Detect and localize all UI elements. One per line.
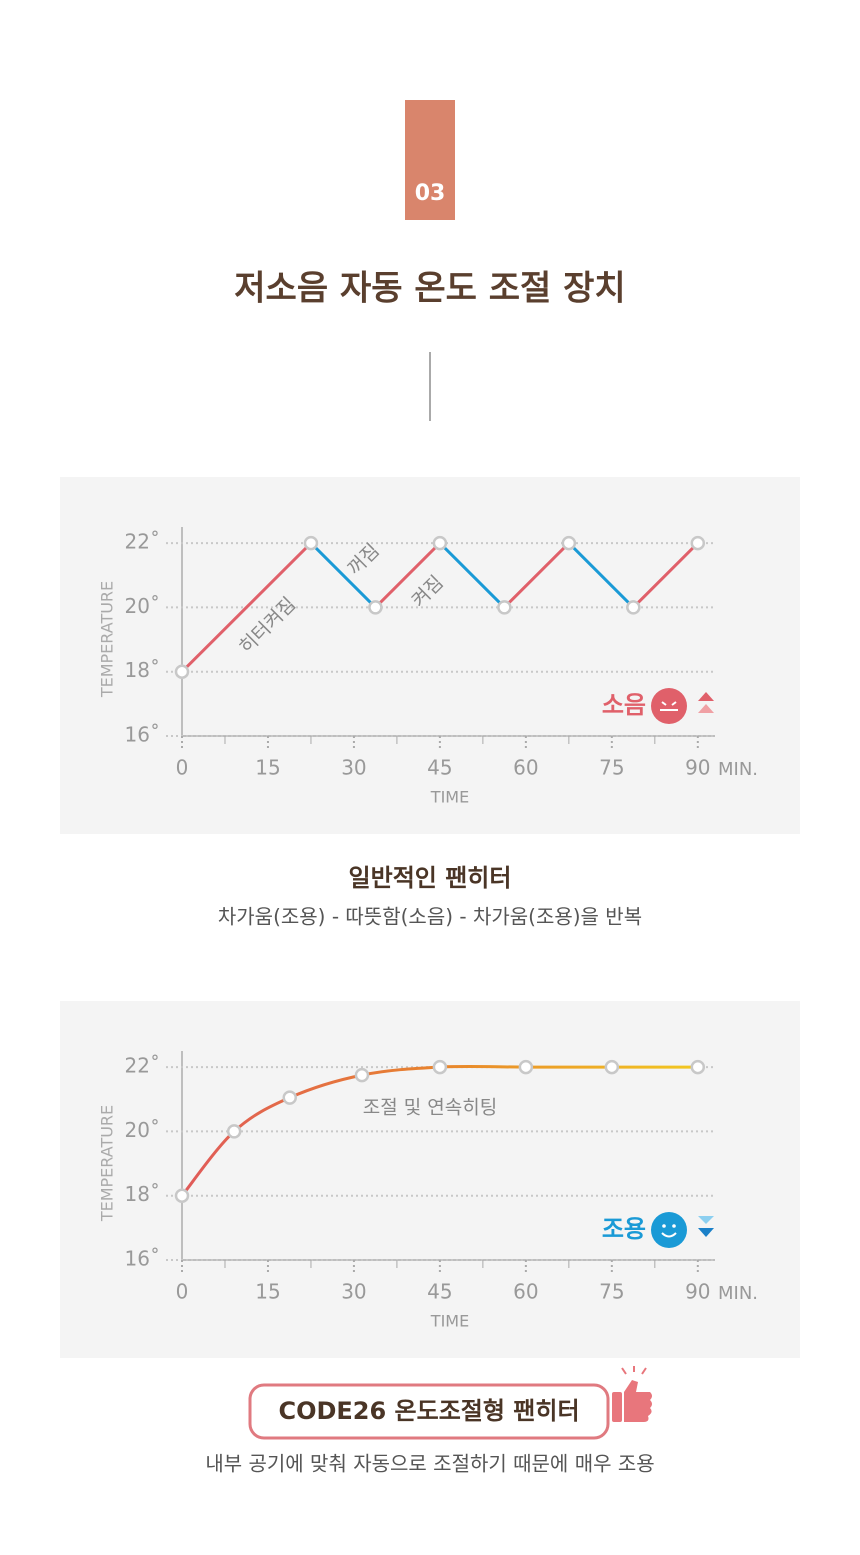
badge [405, 100, 455, 220]
data-point [497, 600, 512, 615]
data-point [282, 1090, 297, 1105]
data-point [174, 664, 190, 679]
x-tick-label: 75 [599, 756, 624, 780]
line-segment [374, 542, 441, 609]
x-tick-label: 30 [341, 756, 366, 780]
status-arrow [698, 1216, 714, 1224]
y-tick-label: 20˚ [125, 594, 160, 618]
line-segment [503, 542, 570, 609]
line-segment [632, 542, 699, 609]
y-axis-label: TEMPERATURE [98, 1105, 117, 1222]
y-tick-label: 18˚ [125, 1182, 160, 1206]
x-unit: MIN. [718, 1283, 758, 1304]
chart-caption: 일반적인 팬히터 [349, 864, 512, 892]
status-face-mouth [661, 1232, 677, 1238]
data-point [690, 535, 706, 551]
y-tick-label: 16˚ [125, 1247, 160, 1271]
page-title: 저소음 자동 온도 조절 장치 [234, 269, 625, 309]
status-face-mouth [660, 701, 678, 711]
x-tick-label: 15 [255, 756, 280, 780]
chart-subcaption: 내부 공기에 맞춰 자동으로 조절하기 때문에 매우 조용 [205, 1452, 654, 1476]
line-segment [309, 542, 377, 609]
x-axis-label: TIME [430, 788, 469, 807]
data-point [690, 1059, 706, 1075]
chart-caption: CODE26 온도조절형 팬히터 [278, 1397, 579, 1425]
y-axis-label: TEMPERATURE [98, 581, 117, 698]
x-tick-label: 75 [599, 1280, 624, 1304]
y-tick-label: 20˚ [125, 1118, 160, 1142]
data-point [604, 1059, 620, 1075]
status-face [651, 1212, 687, 1248]
chart-panel [60, 477, 800, 834]
thumbs-up-icon [612, 1366, 652, 1422]
x-axis-label: TIME [430, 1312, 469, 1331]
data-point [354, 1067, 370, 1083]
chart-panel [60, 1001, 800, 1358]
status-face-eye [662, 1224, 666, 1228]
status-face [651, 688, 687, 724]
y-tick-label: 18˚ [125, 658, 160, 682]
product-button [248, 1383, 610, 1440]
line-segment [180, 542, 313, 673]
data-point [432, 1059, 448, 1075]
status-label: 조용 [602, 1215, 646, 1243]
status-arrow [698, 1228, 714, 1237]
x-tick-label: 90 [685, 756, 710, 780]
status-label: 소음 [602, 691, 646, 719]
x-tick-label: 60 [513, 1280, 538, 1304]
line-segment [438, 542, 506, 609]
status-arrow [698, 692, 714, 701]
data-point [626, 600, 641, 615]
y-tick-label: 22˚ [125, 530, 160, 554]
x-unit: MIN. [718, 759, 758, 780]
badge-text: 03 [415, 181, 446, 206]
data-point [561, 535, 577, 551]
x-tick-label: 0 [176, 756, 189, 780]
data-point [432, 535, 448, 551]
line-segment [567, 542, 635, 609]
data-point [303, 535, 319, 551]
data-point [518, 1059, 534, 1075]
x-tick-label: 45 [427, 756, 452, 780]
annotation: 조절 및 연속히팅 [363, 1097, 497, 1119]
data-point [226, 1124, 242, 1139]
status-face-eye [672, 1224, 676, 1228]
x-tick-label: 0 [176, 1280, 189, 1304]
x-tick-label: 60 [513, 756, 538, 780]
x-tick-label: 30 [341, 1280, 366, 1304]
x-tick-label: 15 [255, 1280, 280, 1304]
y-tick-label: 16˚ [125, 723, 160, 747]
x-tick-label: 45 [427, 1280, 452, 1304]
chart-subcaption: 차가움(조용) - 따뜻함(소음) - 차가움(조용)을 반복 [218, 905, 642, 929]
data-point [368, 600, 383, 615]
x-tick-label: 90 [685, 1280, 710, 1304]
y-tick-label: 22˚ [125, 1054, 160, 1078]
status-arrow [698, 704, 714, 713]
data-point [174, 1188, 190, 1203]
